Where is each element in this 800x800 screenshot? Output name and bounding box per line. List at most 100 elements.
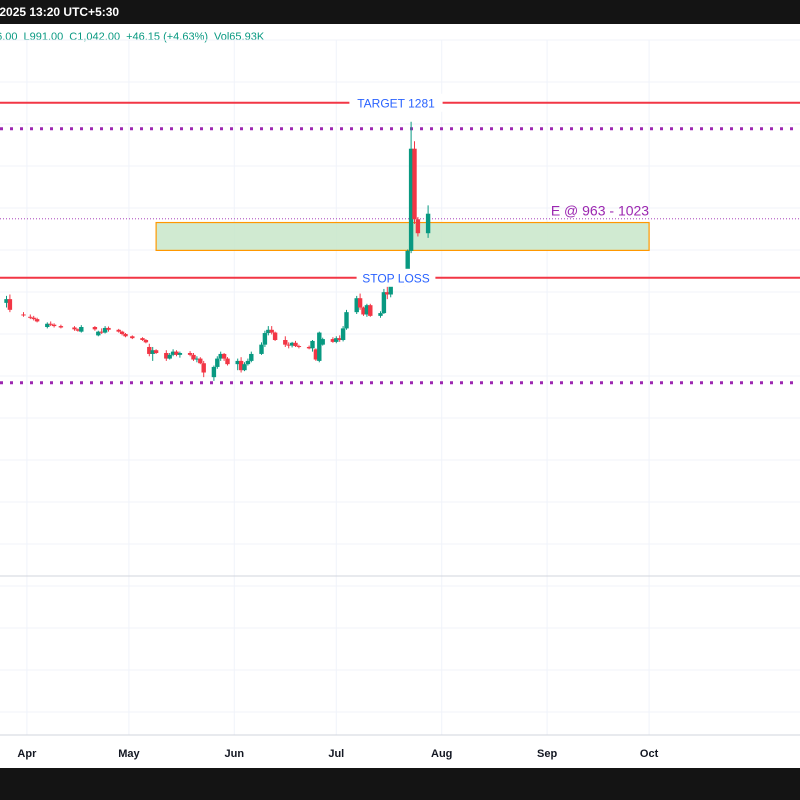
candle-body <box>79 327 84 332</box>
candle-body <box>34 319 40 322</box>
level-label-bg <box>356 268 436 287</box>
candle-body <box>102 327 108 333</box>
candle-body <box>167 354 172 359</box>
candle-body <box>385 292 390 295</box>
candle-body <box>238 360 244 371</box>
candle-body <box>72 327 77 330</box>
chart-candles <box>4 121 431 381</box>
target-label: TARGET 1281 <box>357 96 435 110</box>
candle-body <box>320 339 325 345</box>
level-label-bg <box>349 93 443 112</box>
candle-body <box>99 331 104 333</box>
candle-body <box>218 353 223 359</box>
candle-body <box>266 329 271 334</box>
candle-body <box>221 353 227 359</box>
candle-body <box>368 305 373 316</box>
candle-body <box>28 316 33 318</box>
candle-body <box>75 329 81 331</box>
candle-body <box>317 332 322 361</box>
candle-body <box>364 305 370 315</box>
entry-zone <box>155 221 650 251</box>
candle-body <box>130 336 135 339</box>
candle-body <box>45 323 50 328</box>
candle-body <box>293 342 298 347</box>
candle-body <box>225 358 230 365</box>
candle-body <box>286 344 291 346</box>
candle-body <box>143 340 149 343</box>
candle-body <box>242 364 247 371</box>
stop-loss-label: STOP LOSS <box>362 271 430 285</box>
bottom-toolbar <box>0 768 800 800</box>
candle-body <box>235 360 240 365</box>
candle-body <box>215 358 220 367</box>
candle-body <box>106 327 111 330</box>
candle-body <box>194 358 200 360</box>
candle-body <box>245 360 251 365</box>
candle-body <box>415 219 421 234</box>
candle-body <box>412 148 417 220</box>
candle-body <box>334 338 339 342</box>
x-tick-label: Sep <box>537 748 557 760</box>
candle-body <box>269 329 274 333</box>
chart-grid <box>0 39 800 736</box>
candle-body <box>164 353 169 359</box>
candle-body <box>388 281 393 295</box>
candle-body <box>330 339 336 342</box>
candle-body <box>408 148 414 251</box>
candle-body <box>425 213 431 234</box>
candle-body <box>140 338 145 341</box>
candle-body <box>92 327 98 330</box>
candle-body <box>361 307 366 315</box>
candle-body <box>201 363 206 373</box>
candle-body <box>4 299 9 303</box>
x-tick-label: May <box>118 748 140 760</box>
candle-body <box>310 340 315 349</box>
candle-body <box>147 346 152 354</box>
candle-body <box>170 351 176 355</box>
candle-body <box>96 331 101 336</box>
header-datetime: 7, 2025 13:20 UTC+5:30 <box>0 5 120 19</box>
candle-body <box>48 323 53 325</box>
candle-body <box>259 344 264 354</box>
x-tick-label: Apr <box>17 748 37 760</box>
candle-body <box>211 366 217 378</box>
x-tick-label: Aug <box>431 748 452 760</box>
candle-body <box>262 333 268 345</box>
header-bar: 7, 2025 13:20 UTC+5:30 <box>0 0 800 24</box>
x-tick-label: Jul <box>328 748 344 760</box>
candle-body <box>289 342 295 346</box>
candle-body <box>337 338 342 341</box>
candle-body <box>340 328 346 341</box>
candle-body <box>31 317 36 320</box>
candle-body <box>119 331 125 334</box>
candle-body <box>21 314 26 316</box>
candle-body <box>116 329 121 332</box>
candle-body <box>177 353 183 355</box>
x-tick-label: Oct <box>640 748 659 760</box>
chart-labels: TARGET 1281 STOP LOSS E @ 963 - 1023 <box>349 93 649 287</box>
candle-body <box>354 298 359 313</box>
candle-body <box>123 333 128 337</box>
candle-body <box>283 340 288 345</box>
chart-levels <box>0 101 800 385</box>
candle-body <box>296 346 302 348</box>
candle-body <box>51 324 57 327</box>
x-axis: Apr May Jun Jul Aug Sep Oct <box>17 748 658 760</box>
candle-body <box>357 298 363 308</box>
candle-body <box>272 332 278 341</box>
candle-body <box>306 346 312 349</box>
candle-body <box>381 292 387 314</box>
candle-body <box>344 312 349 329</box>
x-tick-label: Jun <box>225 748 245 760</box>
candle-body <box>58 326 64 328</box>
candle-body <box>378 313 383 316</box>
price-chart[interactable]: TARGET 1281 STOP LOSS E @ 963 - 1023 Apr Ma… <box>0 0 800 768</box>
candle-body <box>405 250 410 281</box>
candle-body <box>150 350 155 354</box>
candle-body <box>198 358 203 364</box>
candle-body <box>313 349 319 360</box>
candle-body <box>187 353 193 355</box>
candle-body <box>249 353 254 361</box>
entry-zone-label: E @ 963 - 1023 <box>551 203 649 219</box>
candle-body <box>174 351 179 355</box>
